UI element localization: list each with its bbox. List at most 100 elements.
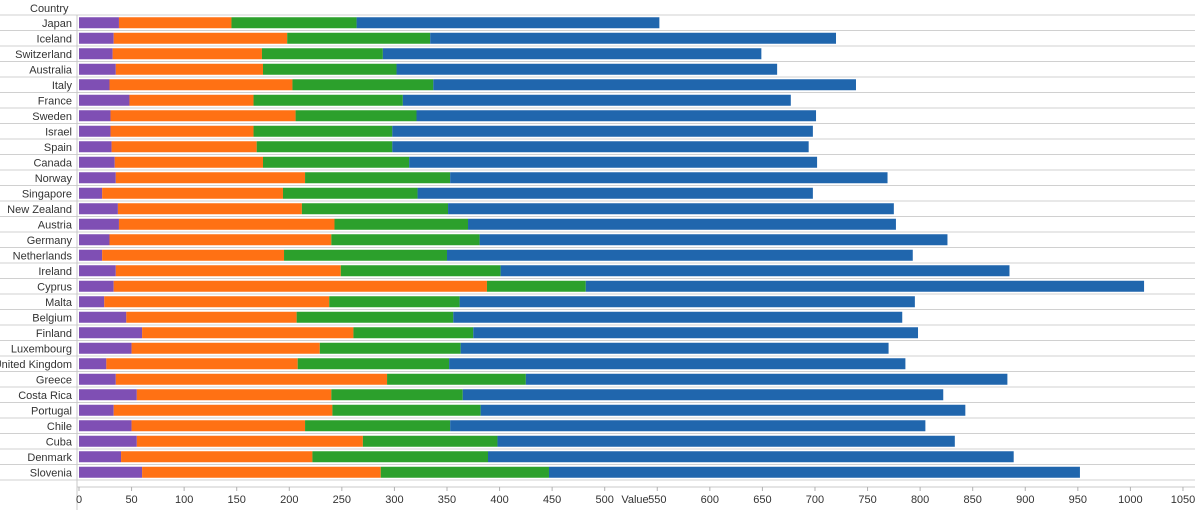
bar-segment-2 <box>136 435 363 447</box>
bar-segment-4 <box>497 435 955 447</box>
bar-segment-4 <box>392 125 813 137</box>
bar-segment-2 <box>109 234 332 246</box>
bar-segment-1 <box>79 79 110 91</box>
x-tick-label: 800 <box>911 494 929 506</box>
bar-segment-3 <box>353 327 474 339</box>
bar-segment-3 <box>262 63 397 75</box>
x-tick-label: 1050 <box>1171 494 1195 506</box>
bar-segment-2 <box>110 110 296 122</box>
bar-segment-4 <box>453 311 903 323</box>
bar-segment-1 <box>79 141 112 153</box>
bar-segment-3 <box>261 48 383 60</box>
bar-segment-1 <box>79 17 119 29</box>
bar-segment-2 <box>113 280 487 292</box>
bar-segment-4 <box>392 141 809 153</box>
category-label: Finland <box>36 328 72 340</box>
bar-segment-2 <box>112 48 262 60</box>
bar-segment-2 <box>115 265 341 277</box>
bar-segment-1 <box>79 203 118 215</box>
bar-segment-1 <box>79 48 113 60</box>
bar-segment-1 <box>79 110 111 122</box>
bar-segment-3 <box>329 296 460 308</box>
category-label: France <box>38 95 72 107</box>
bar-segment-2 <box>110 125 254 137</box>
bar-segment-4 <box>479 234 948 246</box>
bar-segment-1 <box>79 296 105 308</box>
bar-segment-1 <box>79 389 137 401</box>
bar-segment-1 <box>79 249 103 261</box>
x-tick-label: 900 <box>1016 494 1034 506</box>
bar-segment-2 <box>142 327 354 339</box>
bar-segment-3 <box>295 110 417 122</box>
x-axis-title: Value <box>621 494 648 506</box>
category-label: Italy <box>52 80 73 92</box>
bar-segment-4 <box>585 280 1145 292</box>
bar-segment-3 <box>380 466 549 478</box>
bar-segment-3 <box>282 187 418 199</box>
bar-segment-3 <box>297 358 450 370</box>
bar-segment-2 <box>131 342 320 354</box>
bar-segment-2 <box>136 389 332 401</box>
x-tick-label: 300 <box>385 494 403 506</box>
bar-segment-1 <box>79 125 111 137</box>
category-label: United Kingdom <box>0 359 72 371</box>
bar-segment-4 <box>450 172 888 184</box>
category-label: Slovenia <box>30 467 73 479</box>
bar-segment-1 <box>79 265 116 277</box>
row-header-label: Country <box>30 3 69 15</box>
bar-segment-3 <box>284 249 447 261</box>
row-dividers <box>0 14 1195 510</box>
bar-segment-4 <box>448 203 894 215</box>
category-label: Spain <box>44 142 72 154</box>
bar-segment-2 <box>118 218 335 230</box>
bar-segment-2 <box>126 311 297 323</box>
bar-segment-2 <box>113 32 288 44</box>
x-tick-label: 750 <box>858 494 876 506</box>
bar-segment-4 <box>450 420 926 432</box>
bar-segment-4 <box>468 218 896 230</box>
category-label: Switzerland <box>15 49 72 61</box>
bar-segment-2 <box>106 358 298 370</box>
bar-segment-1 <box>79 280 114 292</box>
x-tick-label: 150 <box>228 494 246 506</box>
bar-segment-1 <box>79 451 122 463</box>
bar-segment-2 <box>102 187 283 199</box>
category-label: Luxembourg <box>11 343 72 355</box>
bar-segment-2 <box>115 172 306 184</box>
bar-segment-2 <box>115 373 388 385</box>
bar-segment-2 <box>114 156 263 168</box>
bar-segment-1 <box>79 404 114 416</box>
x-tick-label: 0 <box>76 494 82 506</box>
bar-segment-3 <box>287 32 431 44</box>
bar-segment-2 <box>111 141 257 153</box>
category-label: Malta <box>45 297 73 309</box>
x-tick-label: 550 <box>648 494 666 506</box>
bar-segment-3 <box>292 79 434 91</box>
category-label: Norway <box>35 173 73 185</box>
category-labels: Japan Iceland Switzerland Australia Italy Fra… <box>0 18 73 480</box>
bar-segment-1 <box>79 63 116 75</box>
bar-segment-1 <box>79 420 132 432</box>
category-label: Greece <box>36 374 72 386</box>
bar-segment-4 <box>402 94 791 106</box>
bar-segment-4 <box>382 48 762 60</box>
x-tick-label: 400 <box>490 494 508 506</box>
bar-segment-1 <box>79 358 107 370</box>
bar-segment-3 <box>331 234 480 246</box>
bar-segment-3 <box>334 218 469 230</box>
bar-segment-3 <box>262 156 410 168</box>
category-label: Sweden <box>32 111 72 123</box>
bar-segment-4 <box>433 79 856 91</box>
bar-segment-3 <box>305 172 451 184</box>
bar-segment-4 <box>462 389 944 401</box>
bar-segment-3 <box>253 125 393 137</box>
bar-segment-3 <box>301 203 449 215</box>
bar-segment-4 <box>416 110 817 122</box>
category-label: Portugal <box>31 405 72 417</box>
x-tick-label: 450 <box>543 494 561 506</box>
x-tick-label: 350 <box>438 494 456 506</box>
bar-segment-1 <box>79 373 116 385</box>
bar-segment-4 <box>449 358 906 370</box>
bar-segment-4 <box>396 63 778 75</box>
